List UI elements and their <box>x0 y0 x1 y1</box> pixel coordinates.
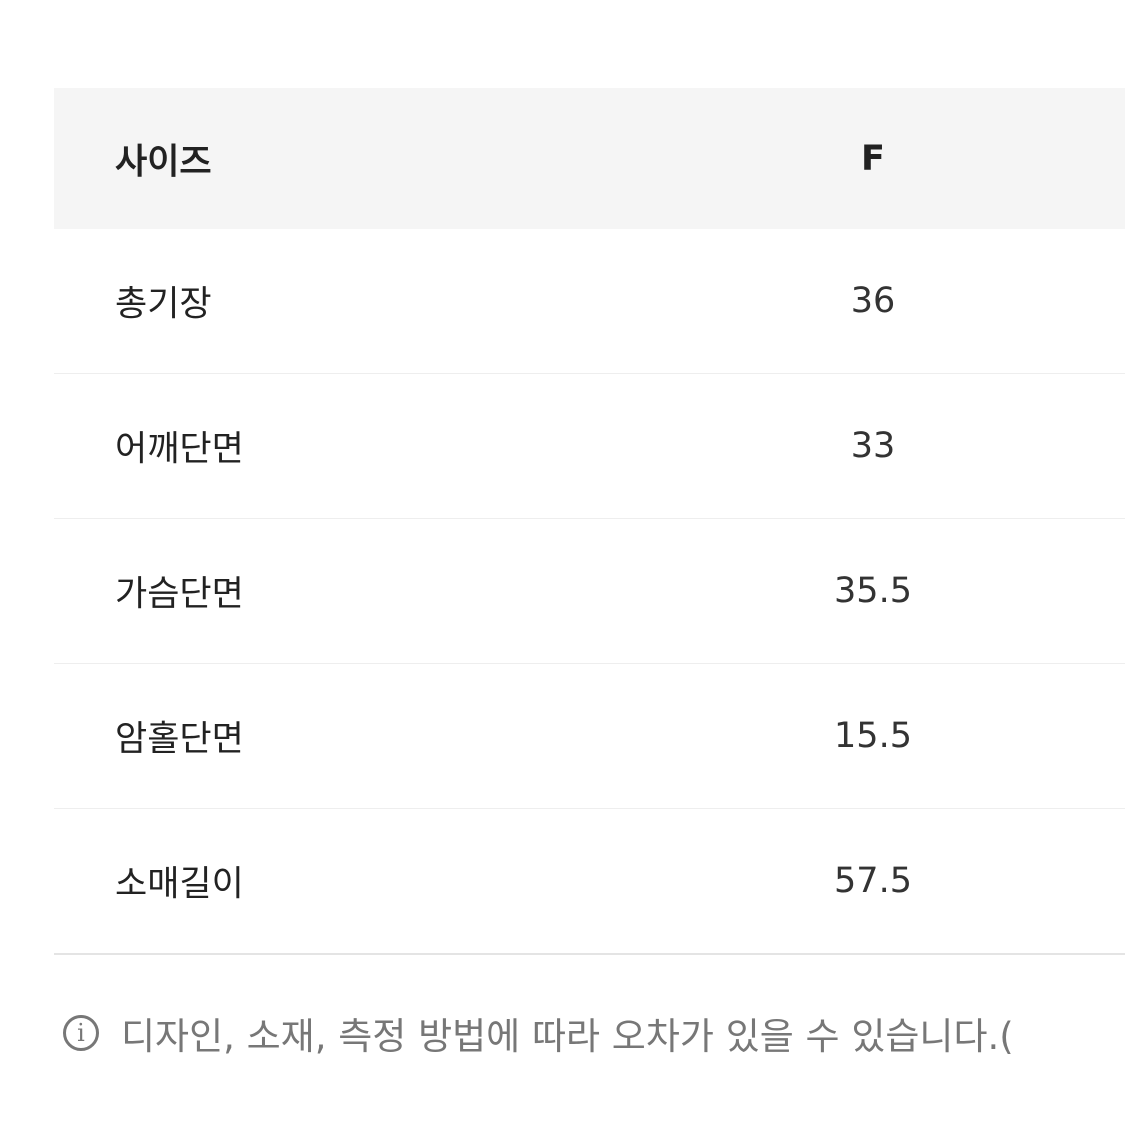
header-label: 사이즈 <box>115 142 212 182</box>
row-label: 암홀단면 <box>115 719 244 760</box>
table-row: 어깨단면 33 <box>54 374 1125 519</box>
row-value-text: 35.5 <box>834 571 912 611</box>
row-value-text: 36 <box>850 281 896 321</box>
row-label: 가슴단면 <box>115 574 244 615</box>
row-label: 소매길이 <box>115 864 244 905</box>
table-row: 가슴단면 35.5 <box>54 519 1125 664</box>
row-value-text: 57.5 <box>834 861 912 901</box>
table-header-row: 사이즈 F <box>54 88 1125 229</box>
footnote-text: 디자인, 소재, 측정 방법에 따라 오차가 있을 수 있습니다.( <box>121 1015 1014 1058</box>
row-label: 총기장 <box>115 284 212 325</box>
size-table: 사이즈 F 총기장 36 어깨단면 33 가슴단면 35.5 암홀단면 15.5… <box>54 88 1125 955</box>
table-row: 총기장 36 <box>54 229 1125 374</box>
table-row: 소매길이 57.5 <box>54 809 1125 955</box>
row-value-text: 15.5 <box>834 716 912 756</box>
table-row: 암홀단면 15.5 <box>54 664 1125 809</box>
measurement-footnote: i 디자인, 소재, 측정 방법에 따라 오차가 있을 수 있습니다.( <box>63 1006 1014 1060</box>
header-size-text: F <box>861 138 885 179</box>
row-value-text: 33 <box>850 426 896 466</box>
info-icon: i <box>63 1015 99 1051</box>
row-label: 어깨단면 <box>115 429 244 470</box>
